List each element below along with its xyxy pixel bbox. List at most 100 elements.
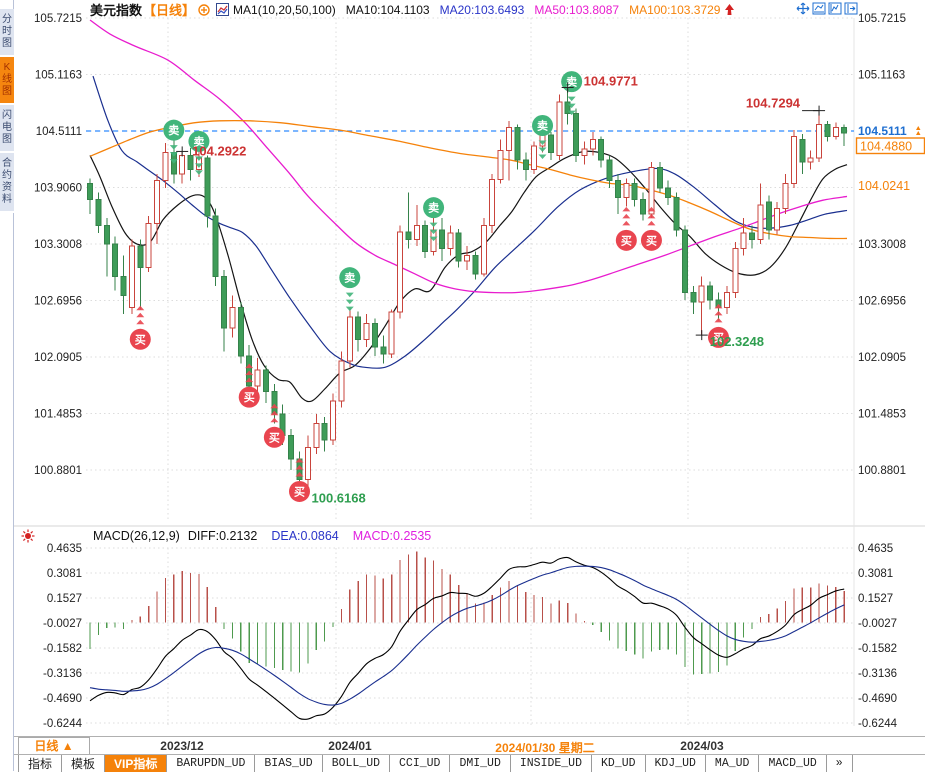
ma-readouts: MA10:104.1103 MA20:103.6493 MA50:103.8087 M… (336, 3, 721, 17)
y-axis-label-left: 100.8801 (34, 465, 82, 477)
buy-signal-marker: 买 (708, 303, 729, 348)
indicator-tab-BARUPDN_UD[interactable]: BARUPDN_UD (167, 755, 256, 772)
sell-signal-marker: 卖 (188, 130, 210, 175)
ma-readout: MA10:104.1103 (345, 2, 430, 17)
y-axis-label-left: 102.6956 (34, 296, 82, 308)
x-axis-date-label: 2024/01 (328, 739, 372, 753)
sidebar-tab-flash-chart[interactable]: 闪电图 (0, 105, 14, 153)
indicator-tab-VIP指标[interactable]: VIP指标 (105, 755, 168, 772)
macd-readouts: DIFF:0.2132 DEA:0.0864 MACD:0.2535 (180, 529, 431, 543)
svg-text:买: 买 (269, 431, 280, 444)
y-axis-label-left: 101.4853 (34, 409, 82, 421)
indicator-tab-BOLL_UD[interactable]: BOLL_UD (323, 755, 391, 772)
last-price-box: 104.4880 (855, 137, 925, 155)
indicator-tab-CCI_UD[interactable]: CCI_UD (390, 755, 451, 772)
chart-type-icon[interactable] (216, 3, 230, 16)
buy-signal-marker: 买 (615, 206, 637, 251)
period-badge: 【日线】 (143, 3, 196, 18)
y-axis-label-right: 105.7215 (858, 13, 906, 25)
period-selector[interactable]: 日线 ▲ (18, 737, 90, 755)
ma-line-MA20 (92, 75, 848, 369)
indicator-tab-bar: 指标 模板 VIP指标 BARUPDN_UD BIAS_UD BOLL_UD CCI_UD D… (14, 754, 925, 772)
svg-text:买: 买 (294, 485, 305, 498)
macd-readout: DIFF:0.2132 (187, 529, 258, 543)
indicator-tab-MA_UD[interactable]: MA_UD (706, 755, 760, 772)
indicator-tab-INSIDE_UD[interactable]: INSIDE_UD (511, 755, 592, 772)
crosshair-icon[interactable] (796, 2, 810, 15)
macd-readout: DEA:0.0864 (271, 529, 339, 543)
macd-readout: MACD:0.2535 (352, 529, 432, 543)
extremum-cross: 102.3248 (695, 330, 764, 349)
sell-signal-marker: 卖 (532, 115, 554, 160)
y-axis-label-right: 102.0905 (858, 352, 906, 364)
y-axis-label-right: 102.6956 (858, 296, 906, 308)
add-indicator-icon[interactable] (198, 3, 210, 16)
macd-title: MACD(26,12,9) (93, 529, 180, 543)
svg-text:104.4880: 104.4880 (860, 140, 912, 154)
indicator-settings-icon[interactable] (21, 529, 35, 548)
y-axis-label-left: 105.1163 (35, 70, 82, 82)
svg-text:卖: 卖 (537, 119, 548, 133)
x-axis-date-label: 2023/12 (160, 739, 204, 753)
svg-text:买: 买 (713, 331, 724, 344)
macd-axis-label-left: -0.3136 (43, 668, 82, 680)
indicator-tab-»[interactable]: » (827, 755, 853, 772)
y-axis-label-left: 104.5111 (36, 126, 82, 138)
macd-axis-label-right: 0.1527 (858, 593, 893, 605)
settlement-price-label: 104.0241 (858, 179, 910, 193)
macd-axis-label-left: -0.4690 (43, 693, 82, 705)
y-axis-label-right: 100.8801 (858, 465, 906, 477)
sidebar-tab-minute-chart[interactable]: 分时图 (0, 9, 14, 57)
y-axis-label-right: 105.1163 (858, 70, 905, 82)
indicator-tab-KD_UD[interactable]: KD_UD (592, 755, 646, 772)
sell-signal-marker: 卖 (339, 267, 361, 312)
x-axis-date-label: 2024/01/30 星期二 (495, 741, 595, 755)
indicator-tab-BIAS_UD[interactable]: BIAS_UD (255, 755, 323, 772)
symbol-title: 美元指数 (90, 3, 143, 18)
y-axis-label-right: 101.4853 (858, 409, 906, 421)
sell-signal-marker: 卖 (423, 197, 445, 242)
macd-axis-label-left: -0.1582 (43, 643, 82, 655)
chart-toolbar (796, 2, 858, 15)
macd-header: MACD(26,12,9) DIFF:0.2132 DEA:0.0864 MACD:… (93, 529, 431, 543)
macd-axis-label-right: -0.6244 (858, 718, 898, 730)
sell-signal-marker: 卖 (163, 119, 185, 164)
svg-text:104.7294: 104.7294 (746, 96, 801, 111)
svg-text:买: 买 (646, 234, 657, 247)
svg-text:卖: 卖 (193, 134, 204, 148)
macd-dea-line (89, 565, 845, 706)
alert-arrow-icon[interactable] (723, 3, 736, 17)
y-axis-label-left: 102.0905 (34, 352, 82, 364)
x-axis-row: 日线 ▲ 2023/12 2024/01 2024/01/30 星期二 2024/03 (14, 736, 925, 755)
indicator-tab-指标[interactable]: 指标 (18, 755, 63, 772)
ma-readout: MA20:103.6493 (439, 2, 525, 17)
macd-axis-label-right: 0.4635 (858, 543, 893, 555)
current-price-axis-label: 104.5111 (858, 124, 921, 138)
buy-signal-marker: 买 100.6168 (289, 457, 366, 505)
sell-signal-marker: 卖 104.9771 (561, 71, 638, 116)
fit-width-icon[interactable] (812, 2, 826, 15)
main-chart[interactable]: 105.7215 105.7215 105.1163 105.1163 104.5111… (14, 0, 925, 735)
ma-set-label: MA1(10,20,50,100) (233, 2, 336, 17)
macd-dif-line (89, 556, 845, 720)
macd-axis-label-left: -0.6244 (43, 718, 83, 730)
fit-height-icon[interactable] (828, 2, 842, 15)
scroll-right-icon[interactable] (844, 2, 858, 15)
sidebar-tab-contract-info[interactable]: 合约资料 (0, 153, 14, 213)
buy-signal-marker: 买 (640, 206, 662, 251)
indicator-tab-DMI_UD[interactable]: DMI_UD (450, 755, 511, 772)
buy-signal-marker: 买 (263, 403, 285, 448)
indicator-tab-模板[interactable]: 模板 (62, 755, 106, 772)
ma-readout: MA50:103.8087 (534, 2, 620, 17)
indicator-tab-MACD_UD[interactable]: MACD_UD (759, 755, 827, 772)
svg-text:买: 买 (621, 234, 632, 247)
indicator-tab-KDJ_UD[interactable]: KDJ_UD (646, 755, 706, 772)
svg-text:卖: 卖 (168, 123, 179, 137)
extremum-cross: 104.2922 (176, 143, 246, 158)
macd-axis-label-right: -0.1582 (858, 643, 897, 655)
macd-axis-label-right: -0.0027 (858, 618, 897, 630)
macd-axis-label-right: 0.3081 (858, 568, 893, 580)
